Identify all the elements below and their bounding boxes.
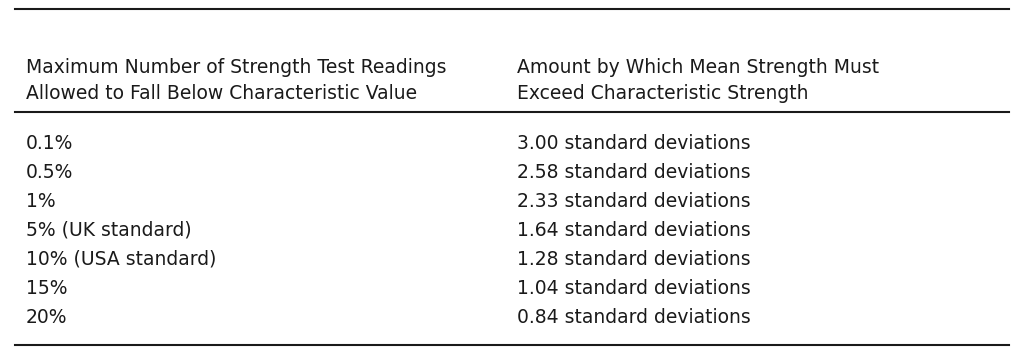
Text: 10% (USA standard): 10% (USA standard) bbox=[26, 250, 216, 269]
Text: 2.58 standard deviations: 2.58 standard deviations bbox=[517, 163, 751, 182]
Text: 0.84 standard deviations: 0.84 standard deviations bbox=[517, 308, 751, 327]
Text: 15%: 15% bbox=[26, 279, 68, 298]
Text: 1.64 standard deviations: 1.64 standard deviations bbox=[517, 221, 751, 240]
Text: 1.04 standard deviations: 1.04 standard deviations bbox=[517, 279, 751, 298]
Text: 0.1%: 0.1% bbox=[26, 134, 73, 153]
Text: Amount by Which Mean Strength Must
Exceed Characteristic Strength: Amount by Which Mean Strength Must Excee… bbox=[517, 58, 880, 103]
Text: Maximum Number of Strength Test Readings
Allowed to Fall Below Characteristic Va: Maximum Number of Strength Test Readings… bbox=[26, 58, 446, 103]
Text: 20%: 20% bbox=[26, 308, 68, 327]
Text: 2.33 standard deviations: 2.33 standard deviations bbox=[517, 192, 751, 211]
Text: 5% (UK standard): 5% (UK standard) bbox=[26, 221, 191, 240]
Text: 3.00 standard deviations: 3.00 standard deviations bbox=[517, 134, 751, 153]
Text: 1%: 1% bbox=[26, 192, 55, 211]
Text: 0.5%: 0.5% bbox=[26, 163, 73, 182]
Text: 1.28 standard deviations: 1.28 standard deviations bbox=[517, 250, 751, 269]
